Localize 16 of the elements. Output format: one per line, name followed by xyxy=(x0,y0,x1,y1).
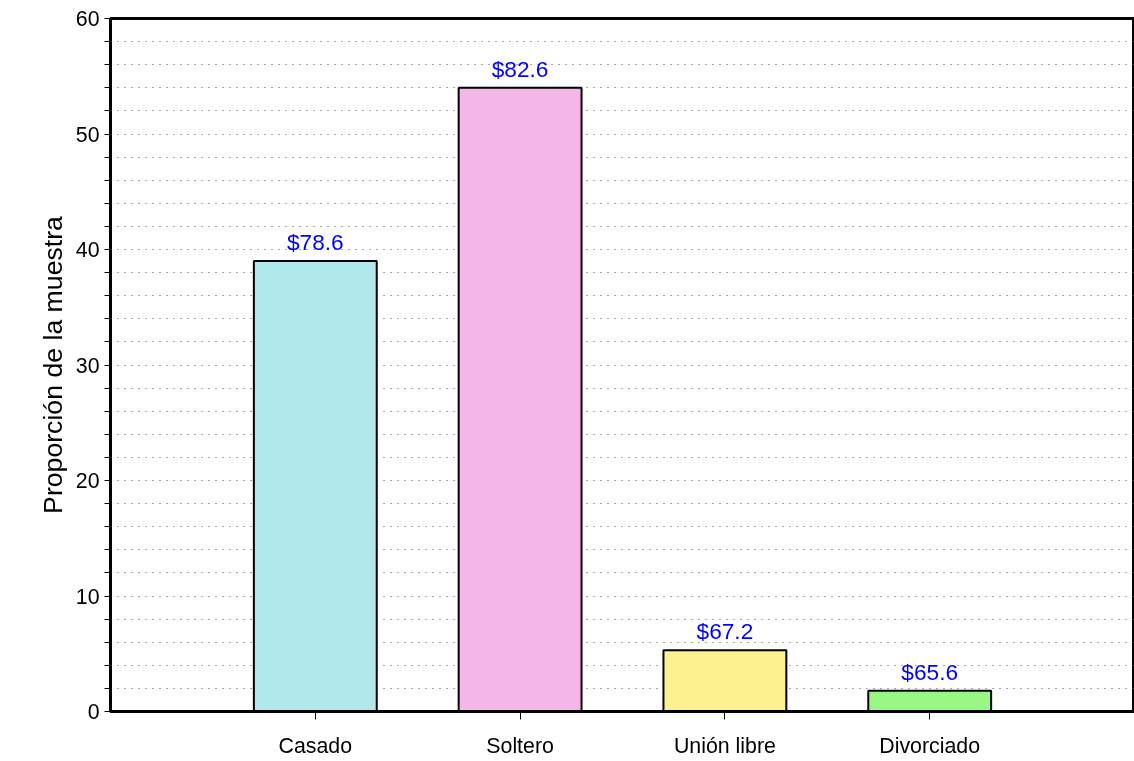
annotation: $67.2 xyxy=(696,618,754,645)
y-tick-label: 0 xyxy=(87,700,100,724)
annotation: $78.6 xyxy=(286,229,344,256)
y-tick-label: 20 xyxy=(75,469,100,493)
annotation: $65.6 xyxy=(901,658,959,685)
x-tick-label: Casado xyxy=(278,733,353,758)
x-tick-label: Divorciado xyxy=(879,733,981,758)
y-tick-label: 60 xyxy=(75,7,100,31)
annotation: $82.6 xyxy=(491,55,549,82)
x-tick-label: Unión libre xyxy=(673,733,776,758)
x-tick-label: Soltero xyxy=(486,733,554,758)
y-axis-title: Proporción de la muestra xyxy=(37,215,68,514)
y-tick-label: 30 xyxy=(75,353,100,378)
y-tick-label: 40 xyxy=(75,238,100,262)
y-tick-label: 10 xyxy=(75,584,100,609)
y-tick-label: 50 xyxy=(75,122,100,147)
